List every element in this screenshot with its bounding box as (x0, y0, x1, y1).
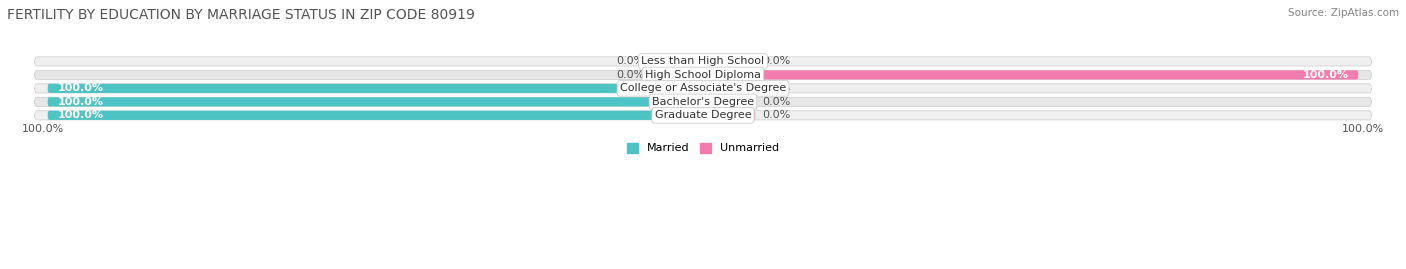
Text: 100.0%: 100.0% (1343, 124, 1385, 134)
FancyBboxPatch shape (703, 97, 755, 107)
Text: 0.0%: 0.0% (762, 83, 790, 93)
Text: 100.0%: 100.0% (58, 97, 104, 107)
Text: 0.0%: 0.0% (616, 56, 644, 66)
FancyBboxPatch shape (48, 111, 703, 120)
Text: College or Associate's Degree: College or Associate's Degree (620, 83, 786, 93)
FancyBboxPatch shape (35, 84, 1371, 93)
FancyBboxPatch shape (703, 70, 1358, 79)
Text: Less than High School: Less than High School (641, 56, 765, 66)
Text: 0.0%: 0.0% (762, 56, 790, 66)
FancyBboxPatch shape (703, 84, 755, 93)
FancyBboxPatch shape (35, 57, 1371, 66)
FancyBboxPatch shape (703, 57, 755, 66)
Text: Graduate Degree: Graduate Degree (655, 110, 751, 120)
Text: Bachelor's Degree: Bachelor's Degree (652, 97, 754, 107)
Text: Source: ZipAtlas.com: Source: ZipAtlas.com (1288, 8, 1399, 18)
Text: 100.0%: 100.0% (21, 124, 63, 134)
FancyBboxPatch shape (48, 84, 703, 93)
Legend: Married, Unmarried: Married, Unmarried (621, 138, 785, 158)
Text: 0.0%: 0.0% (762, 110, 790, 120)
FancyBboxPatch shape (703, 111, 755, 120)
FancyBboxPatch shape (48, 97, 703, 107)
Text: 100.0%: 100.0% (58, 83, 104, 93)
Text: High School Diploma: High School Diploma (645, 70, 761, 80)
FancyBboxPatch shape (35, 111, 1371, 120)
Text: FERTILITY BY EDUCATION BY MARRIAGE STATUS IN ZIP CODE 80919: FERTILITY BY EDUCATION BY MARRIAGE STATU… (7, 8, 475, 22)
Text: 100.0%: 100.0% (1302, 70, 1348, 80)
Text: 0.0%: 0.0% (762, 97, 790, 107)
FancyBboxPatch shape (35, 97, 1371, 107)
FancyBboxPatch shape (35, 70, 1371, 79)
FancyBboxPatch shape (651, 57, 703, 66)
Text: 100.0%: 100.0% (58, 110, 104, 120)
Text: 0.0%: 0.0% (616, 70, 644, 80)
FancyBboxPatch shape (651, 70, 703, 79)
